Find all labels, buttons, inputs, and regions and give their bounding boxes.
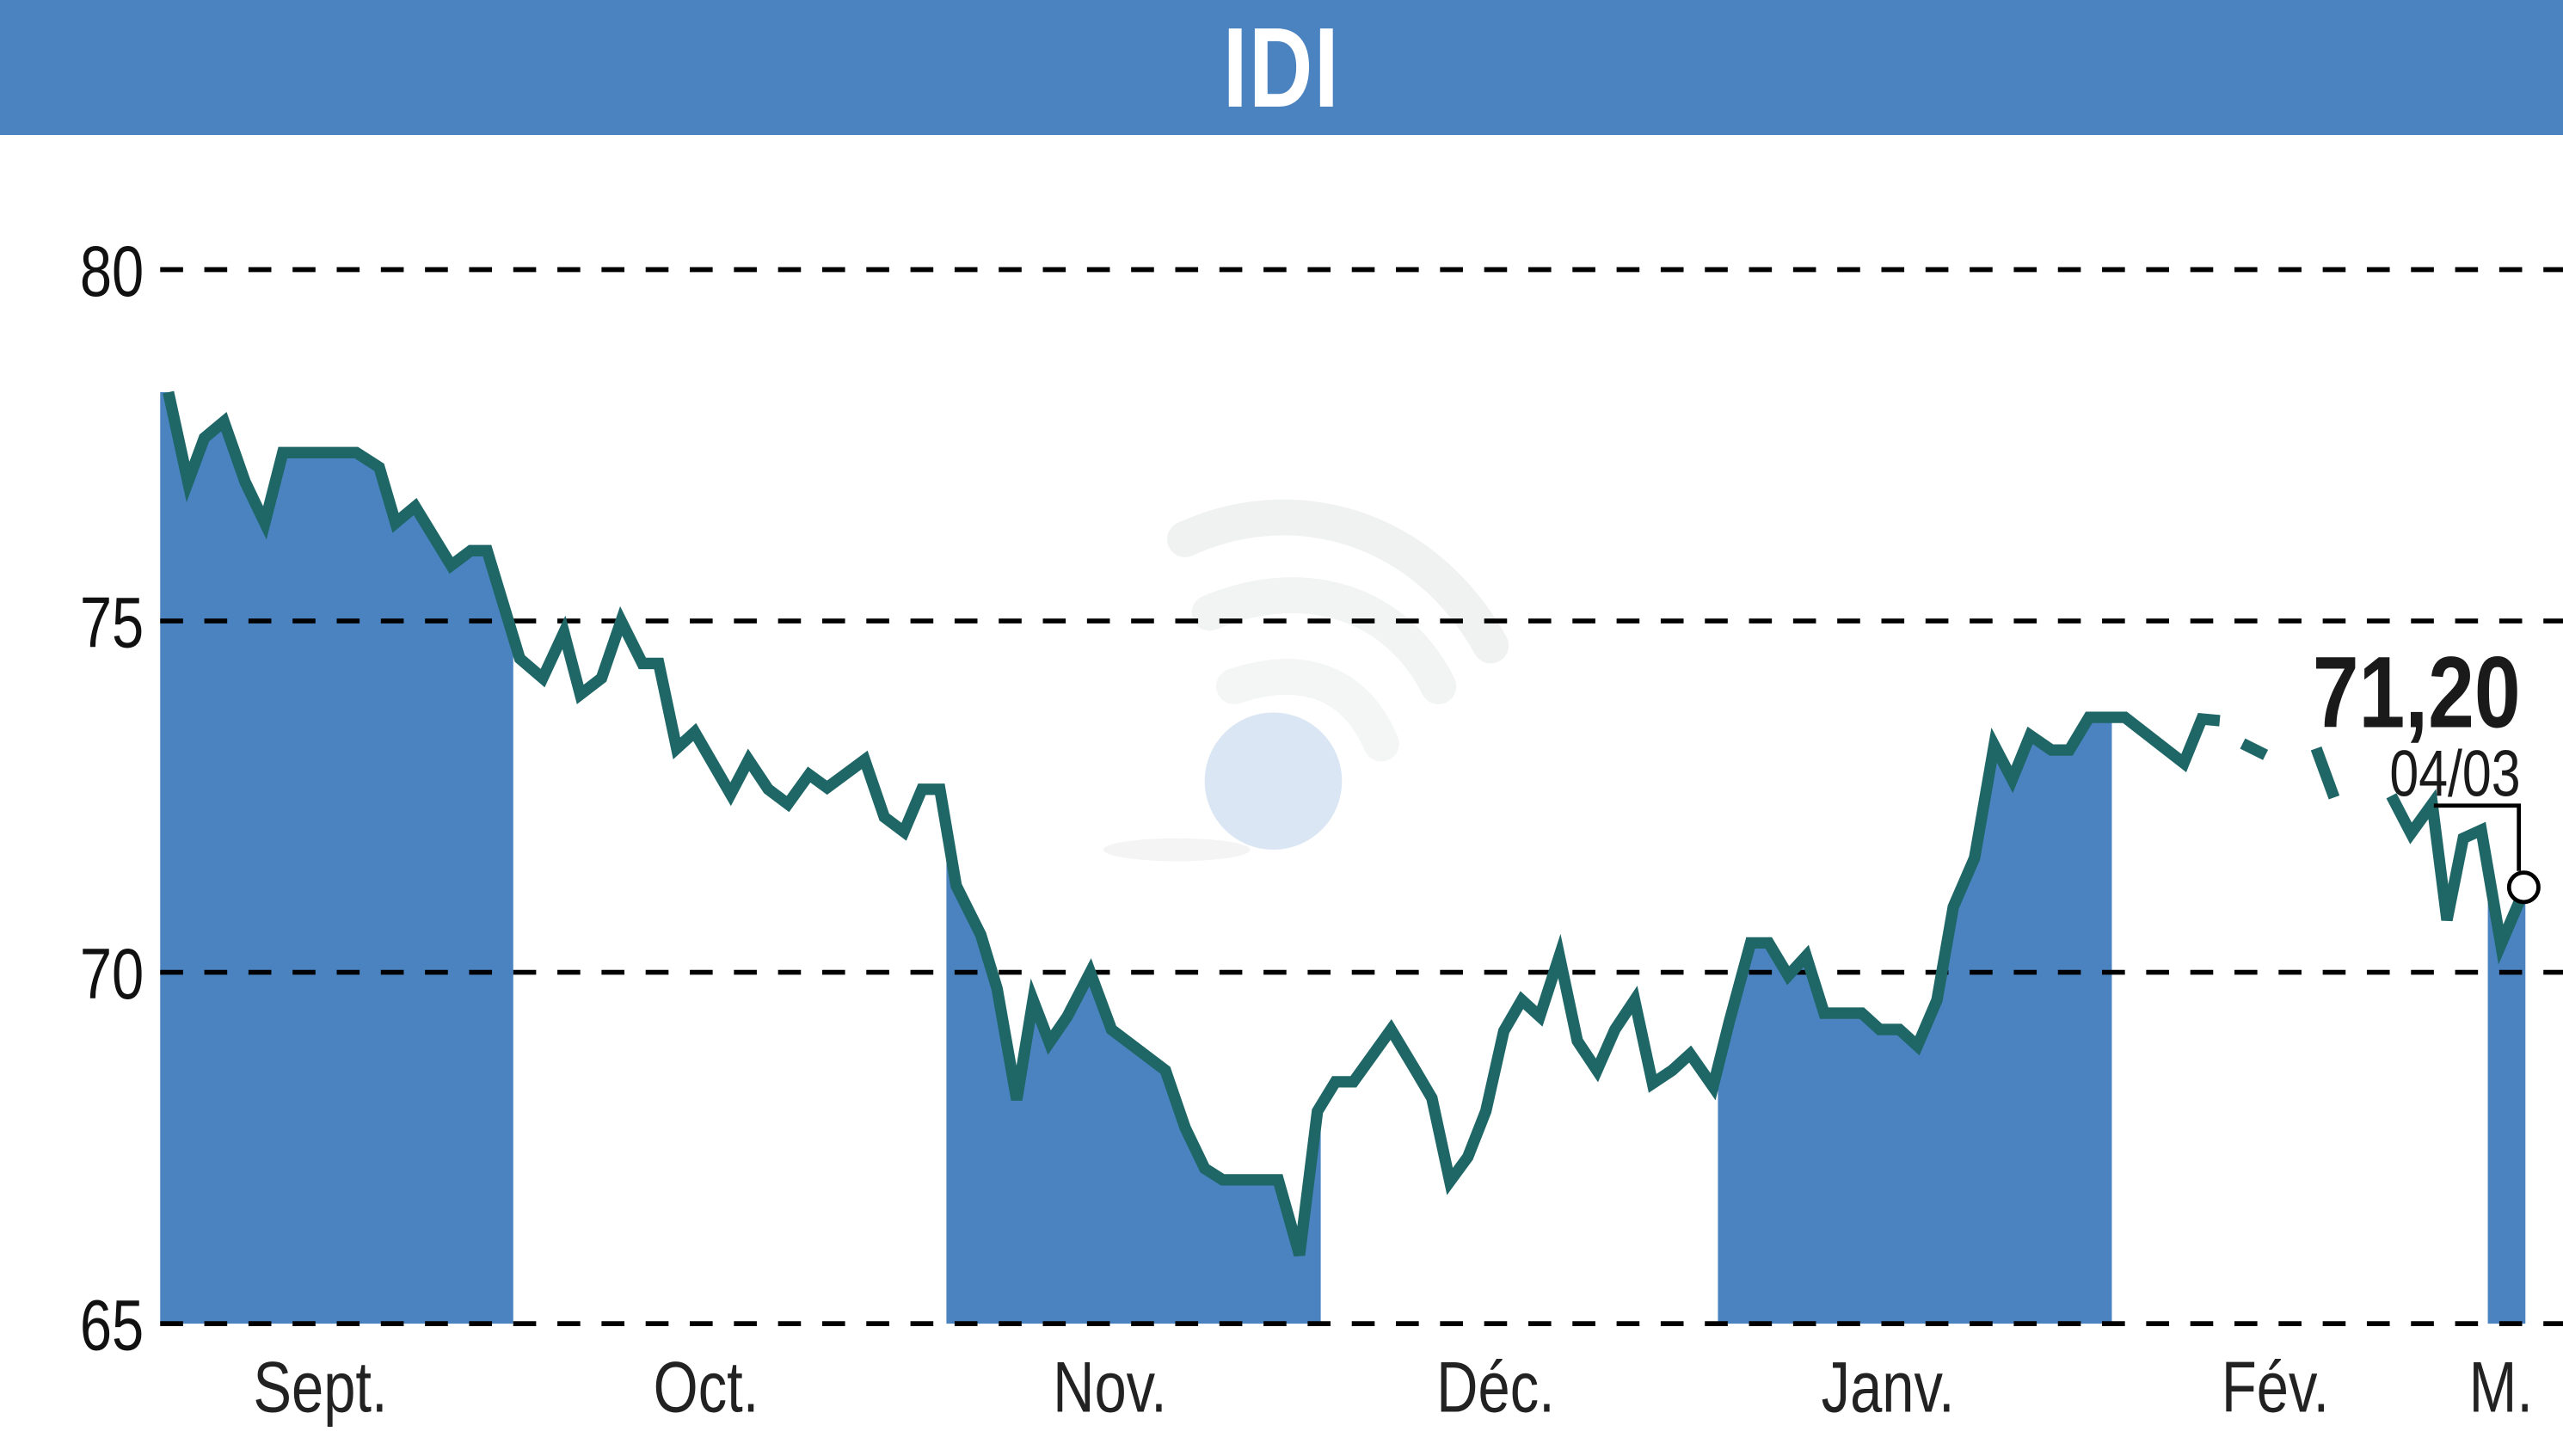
band-mars <box>2487 882 2526 1324</box>
chart-title: IDI <box>1222 4 1341 131</box>
title-banner <box>0 0 2563 135</box>
last-point-marker <box>2433 803 2541 905</box>
band-sept <box>160 392 513 1324</box>
wifi-signal-logo-icon <box>1103 499 1509 862</box>
band-nov <box>946 836 1321 1324</box>
xtick-oct: Oct. <box>654 1348 759 1428</box>
grid-lines <box>160 267 2563 1326</box>
xtick-fev: Fév. <box>2222 1348 2329 1428</box>
price-line <box>163 390 2531 1257</box>
ytick-65: 65 <box>80 1285 144 1366</box>
y-axis: 80 75 70 65 <box>80 231 144 1366</box>
xtick-dec: Déc. <box>1436 1348 1555 1428</box>
xtick-mars: M. <box>2469 1348 2533 1428</box>
xtick-sept: Sept. <box>253 1348 387 1428</box>
band-janv <box>1718 717 2112 1324</box>
ytick-80: 80 <box>80 231 144 312</box>
xtick-janv: Janv. <box>1822 1348 1955 1428</box>
month-bands <box>160 392 2526 1324</box>
last-date-label: 04/03 <box>2389 737 2520 810</box>
ytick-70: 70 <box>80 934 144 1015</box>
x-axis: Sept. Oct. Nov. Déc. Janv. Fév. M. <box>253 1348 2533 1428</box>
ytick-75: 75 <box>80 582 144 663</box>
last-value-label: 71,20 <box>2313 635 2521 748</box>
xtick-nov: Nov. <box>1053 1348 1167 1428</box>
